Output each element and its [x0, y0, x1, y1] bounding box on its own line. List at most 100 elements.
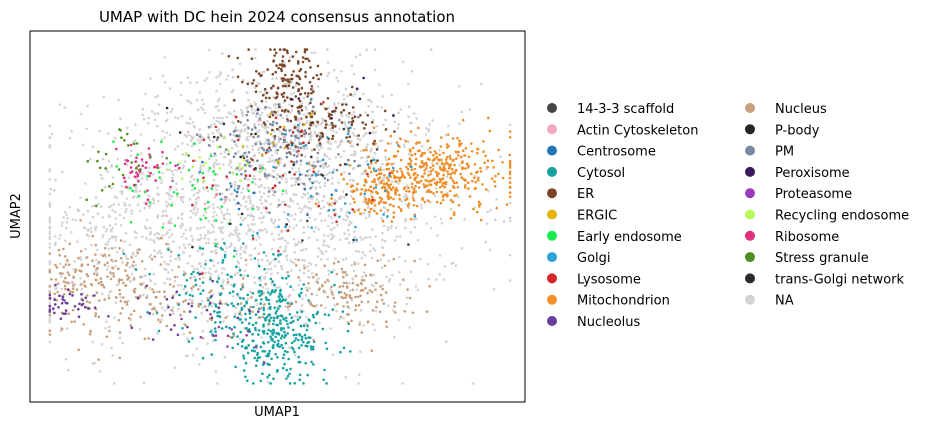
data-point — [312, 166, 316, 170]
data-point — [316, 160, 320, 163]
data-point — [97, 358, 100, 361]
data-point — [247, 344, 250, 347]
data-point — [176, 168, 179, 172]
data-point — [256, 234, 260, 237]
data-point — [247, 151, 251, 154]
data-point — [218, 145, 222, 149]
data-point — [76, 240, 79, 243]
data-point — [319, 73, 323, 76]
data-point — [264, 173, 267, 177]
data-point — [207, 133, 210, 136]
data-point — [497, 148, 501, 152]
data-point — [269, 293, 272, 296]
data-point — [189, 101, 193, 105]
data-point — [253, 126, 257, 129]
data-point — [114, 217, 118, 220]
data-point — [357, 115, 360, 119]
data-point — [368, 249, 372, 253]
data-point — [290, 73, 294, 77]
data-point — [316, 85, 320, 88]
data-point — [148, 286, 151, 290]
data-point — [358, 323, 362, 326]
data-point — [218, 192, 222, 196]
data-point — [253, 276, 256, 279]
data-point — [442, 169, 446, 173]
data-point — [149, 226, 152, 230]
data-point — [229, 335, 232, 339]
data-point — [207, 125, 211, 129]
data-point — [239, 256, 243, 260]
data-point — [287, 357, 291, 361]
data-point — [189, 139, 193, 142]
data-point — [279, 237, 282, 240]
data-point — [306, 57, 309, 61]
data-point — [212, 264, 216, 268]
data-point — [338, 215, 341, 219]
data-point — [91, 145, 95, 149]
data-point — [268, 373, 271, 377]
data-point — [71, 290, 75, 294]
data-point — [82, 213, 85, 216]
data-point — [436, 158, 440, 161]
data-point — [212, 225, 215, 229]
data-point — [338, 238, 342, 242]
data-point — [278, 286, 281, 289]
data-point — [119, 117, 122, 120]
data-point — [234, 143, 238, 146]
data-point — [63, 284, 67, 288]
data-point — [343, 270, 347, 274]
data-point — [508, 195, 512, 198]
data-point — [497, 172, 500, 176]
data-point — [445, 161, 448, 164]
data-point — [110, 230, 113, 233]
data-point — [103, 253, 107, 257]
data-point — [272, 238, 276, 241]
data-point — [210, 353, 214, 356]
data-point — [262, 306, 266, 310]
data-point — [342, 177, 346, 181]
data-point — [305, 247, 308, 251]
data-point — [260, 221, 264, 224]
data-point — [429, 170, 433, 173]
data-point — [298, 178, 302, 181]
data-point — [336, 79, 340, 83]
data-point — [272, 222, 276, 225]
data-point — [265, 91, 269, 95]
data-point — [367, 188, 371, 192]
data-point — [392, 309, 395, 312]
data-point — [341, 270, 345, 274]
data-point — [344, 376, 348, 379]
data-point — [207, 144, 211, 147]
data-point — [249, 258, 253, 261]
data-point — [382, 123, 385, 127]
data-point — [111, 176, 115, 179]
data-point — [307, 281, 310, 285]
data-point — [255, 84, 258, 88]
data-point — [99, 277, 103, 280]
data-point — [204, 233, 207, 237]
data-point — [169, 250, 173, 253]
data-point — [351, 208, 355, 211]
data-point — [372, 187, 376, 190]
data-point — [353, 200, 356, 204]
data-point — [290, 109, 294, 112]
data-point — [64, 239, 67, 243]
data-point — [374, 169, 378, 172]
data-point — [486, 165, 489, 169]
data-point — [87, 229, 90, 232]
data-point — [117, 280, 121, 283]
data-point — [442, 165, 446, 169]
data-point — [482, 150, 485, 153]
data-point — [62, 280, 66, 283]
data-point — [269, 316, 273, 320]
data-point — [232, 155, 236, 158]
data-point — [474, 180, 478, 184]
data-point — [357, 250, 361, 253]
data-point — [340, 113, 343, 117]
data-point — [392, 169, 395, 172]
data-point — [384, 186, 387, 190]
data-point — [313, 130, 317, 134]
data-point — [416, 174, 420, 177]
data-point — [154, 179, 157, 182]
data-point — [270, 218, 273, 221]
